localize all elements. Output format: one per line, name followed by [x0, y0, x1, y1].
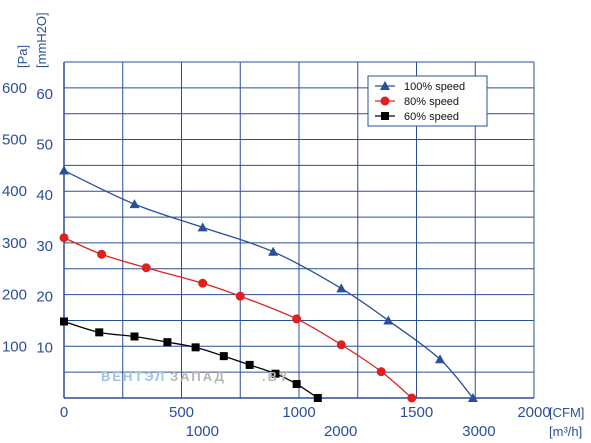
y-tick-label-pa: 100 [2, 338, 27, 355]
legend-label: 100% speed [404, 81, 465, 93]
data-point-square [163, 338, 172, 347]
data-point-square [219, 352, 228, 361]
x-tick-label-cfm: 0 [60, 404, 68, 421]
watermark-part-1: ВЕНТЭЛ [101, 369, 166, 384]
data-point-triangle [336, 283, 347, 293]
legend-label: 80% speed [404, 96, 459, 108]
y-tick-label-pa: 400 [2, 183, 27, 200]
series-layer [59, 165, 478, 403]
data-point-circle [198, 278, 208, 288]
series-2 [59, 233, 417, 403]
data-point-triangle [383, 315, 394, 325]
data-point-triangle [268, 246, 279, 256]
watermark: ВЕНТЭЛ ЗАПАД .BY [101, 369, 290, 384]
legend-marker-square [381, 112, 389, 120]
data-point-circle [141, 263, 151, 273]
data-point-triangle [129, 199, 140, 209]
data-point-circle [97, 249, 107, 259]
series-line [63, 320, 319, 399]
watermark-part-2: ЗАПАД [170, 369, 226, 384]
series-3 [60, 317, 322, 402]
data-point-square [313, 394, 322, 402]
y-axis-label-mmh2o: [mmH2O] [34, 12, 49, 68]
data-point-square [292, 380, 301, 389]
data-point-circle [59, 233, 69, 243]
x-axis-label-m3h: [m³/h] [549, 424, 582, 439]
data-point-triangle [467, 393, 478, 402]
data-point-square [191, 343, 200, 352]
watermark-part-3: .BY [262, 369, 290, 384]
data-point-circle [235, 291, 245, 301]
legend-marker-triangle [380, 81, 390, 90]
y-tick-label-pa: 500 [2, 132, 27, 149]
axis-labels: [Pa] [mmH2O] [CFM] [m³/h] [15, 12, 584, 439]
y-tick-label-mmh2o: 50 [36, 137, 53, 154]
data-point-triangle [59, 165, 69, 175]
series-1 [59, 165, 478, 402]
y-tick-label-mmh2o: 40 [36, 187, 53, 204]
x-tick-label-cfm: 2000 [517, 404, 550, 421]
y-tick-label-mmh2o: 10 [36, 339, 53, 356]
plot-grid [63, 61, 535, 399]
data-point-square [245, 360, 254, 369]
x-tick-label-m3h: 2000 [324, 423, 357, 440]
x-tick-label-m3h: 1000 [186, 423, 219, 440]
data-point-square [60, 317, 68, 326]
data-point-square [130, 332, 139, 341]
x-tick-label-m3h: 3000 [462, 423, 495, 440]
data-point-square [271, 369, 280, 378]
y-tick-label-pa: 300 [2, 235, 27, 252]
data-point-square [95, 328, 104, 337]
y-tick-label-mmh2o: 60 [36, 86, 53, 103]
series-line [63, 169, 474, 399]
y-axis-label-pa: [Pa] [15, 45, 30, 68]
y-tick-label-pa: 200 [2, 287, 27, 304]
data-point-triangle [435, 354, 445, 364]
data-point-circle [292, 314, 302, 324]
legend: 100% speed 80% speed 60% speed [367, 75, 488, 127]
data-point-circle [407, 393, 417, 403]
x-tick-label-cfm: 1500 [400, 404, 433, 421]
data-point-circle [376, 367, 386, 377]
y-tick-label-mmh2o: 20 [36, 289, 53, 306]
legend-label: 60% speed [404, 111, 459, 123]
data-point-circle [336, 340, 346, 350]
x-tick-label-cfm: 500 [169, 404, 194, 421]
legend-marker-circle [380, 96, 390, 106]
x-tick-label-cfm: 1000 [282, 404, 315, 421]
data-point-triangle [197, 222, 208, 232]
y-tick-label-mmh2o: 30 [36, 238, 53, 255]
x-axis-label-cfm: [CFM] [549, 405, 584, 420]
y-tick-label-pa: 600 [2, 80, 27, 97]
